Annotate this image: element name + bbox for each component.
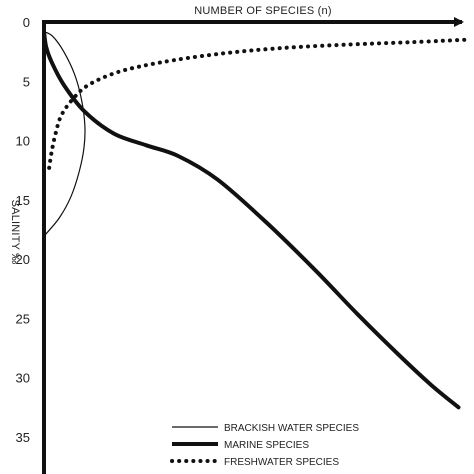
legend-label-freshwater: FRESHWATER SPECIES [224,457,339,468]
y-tick-label: 25 [16,311,30,326]
y-tick-label: 30 [16,371,30,386]
y-tick-label: 10 [16,134,30,149]
y-tick-label: 15 [16,193,30,208]
legend-label-marine: MARINE SPECIES [224,440,309,451]
legend: BRACKISH WATER SPECIES MARINE SPECIES FR… [170,423,359,468]
plot-area [42,29,467,410]
legend-label-brackish: BRACKISH WATER SPECIES [224,423,359,434]
y-tick-label: 20 [16,252,30,267]
y-tick-label: 35 [16,430,30,445]
series-line-freshwater [47,37,467,170]
y-tick-labels: 0 5 10 15 20 25 30 35 [16,15,30,445]
y-tick-label: 5 [23,74,30,89]
series-line-marine [42,29,461,410]
x-axis-title: NUMBER OF SPECIES (n) [194,5,331,17]
y-axis-title: SALINITY ‰ [9,200,21,265]
y-tick-label: 0 [23,15,30,30]
series-line-brackish [43,30,86,235]
